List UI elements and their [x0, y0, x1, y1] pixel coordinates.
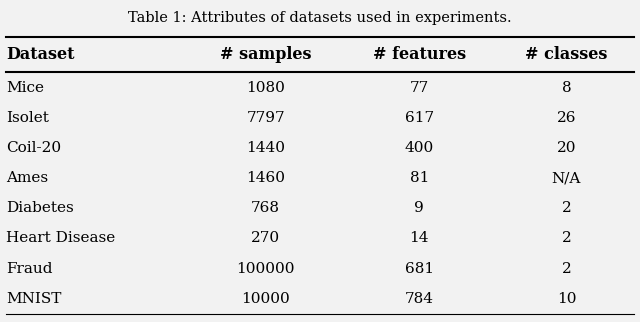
- Text: Table 1: Attributes of datasets used in experiments.: Table 1: Attributes of datasets used in …: [128, 11, 512, 25]
- Text: 2: 2: [561, 232, 572, 245]
- Text: 10000: 10000: [241, 292, 290, 306]
- Text: 617: 617: [404, 111, 434, 125]
- Text: Mice: Mice: [6, 80, 44, 95]
- Text: 100000: 100000: [236, 262, 295, 276]
- Text: 77: 77: [410, 80, 429, 95]
- Text: MNIST: MNIST: [6, 292, 62, 306]
- Text: Fraud: Fraud: [6, 262, 53, 276]
- Text: 400: 400: [404, 141, 434, 155]
- Text: 7797: 7797: [246, 111, 285, 125]
- Text: 270: 270: [251, 232, 280, 245]
- Text: 10: 10: [557, 292, 576, 306]
- Text: 81: 81: [410, 171, 429, 185]
- Text: 9: 9: [414, 201, 424, 215]
- Text: 681: 681: [404, 262, 434, 276]
- Text: 26: 26: [557, 111, 576, 125]
- Text: 1460: 1460: [246, 171, 285, 185]
- Text: 2: 2: [561, 201, 572, 215]
- Text: # features: # features: [372, 46, 466, 63]
- Text: 784: 784: [404, 292, 434, 306]
- Text: 1080: 1080: [246, 80, 285, 95]
- Text: Dataset: Dataset: [6, 46, 75, 63]
- Text: 768: 768: [251, 201, 280, 215]
- Text: 14: 14: [410, 232, 429, 245]
- Text: 8: 8: [561, 80, 572, 95]
- Text: Isolet: Isolet: [6, 111, 49, 125]
- Text: 20: 20: [557, 141, 576, 155]
- Text: # samples: # samples: [220, 46, 311, 63]
- Text: Diabetes: Diabetes: [6, 201, 74, 215]
- Text: 1440: 1440: [246, 141, 285, 155]
- Text: Coil-20: Coil-20: [6, 141, 61, 155]
- Text: 2: 2: [561, 262, 572, 276]
- Text: Heart Disease: Heart Disease: [6, 232, 116, 245]
- Text: # classes: # classes: [525, 46, 607, 63]
- Text: N/A: N/A: [552, 171, 581, 185]
- Text: Ames: Ames: [6, 171, 49, 185]
